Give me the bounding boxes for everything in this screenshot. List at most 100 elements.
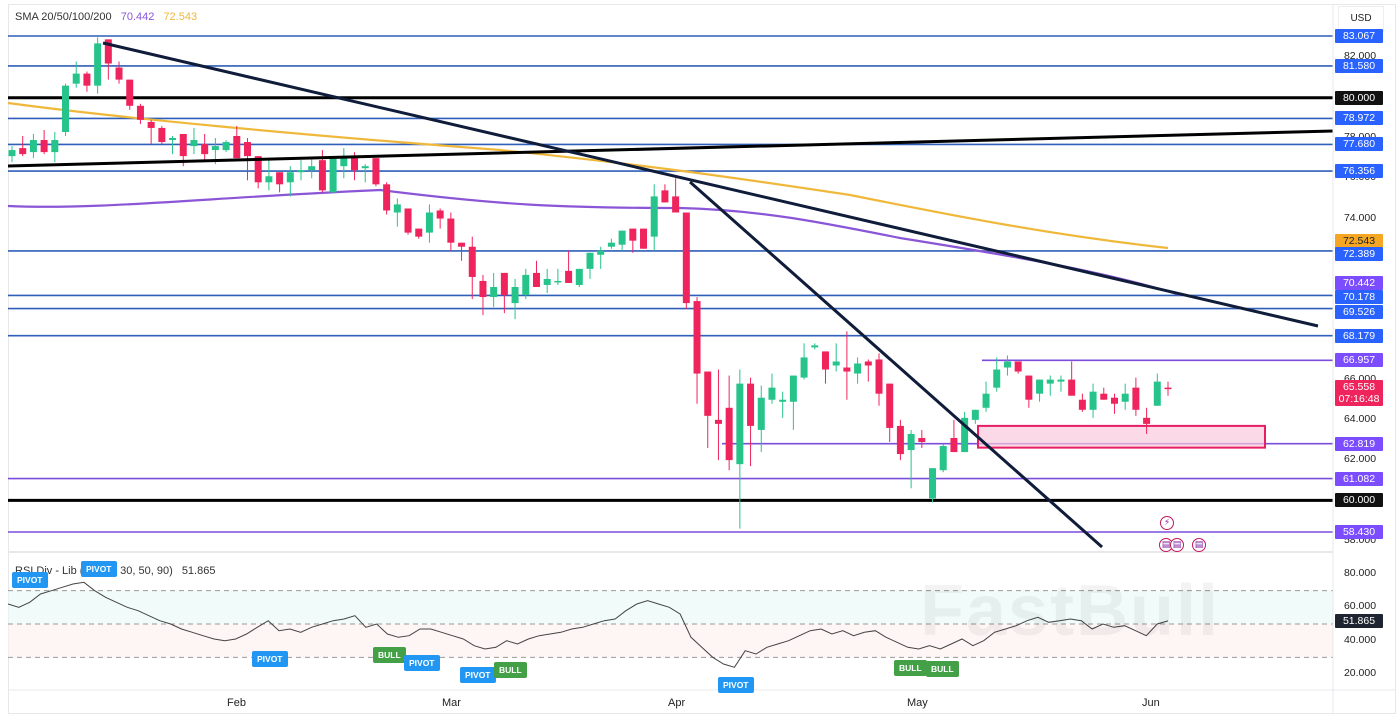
candle	[415, 228, 423, 237]
support-zone-rect[interactable]	[977, 424, 1266, 449]
candle	[490, 286, 498, 298]
rising-trendline[interactable]	[7, 129, 1334, 168]
candle	[254, 156, 262, 183]
economic-event-icon[interactable]: ▤	[1159, 538, 1173, 552]
sma100-value: 70.442	[120, 11, 155, 23]
candle	[1100, 393, 1108, 400]
indicator-legend[interactable]: SMA 20/50/100/200 70.442 72.543	[15, 11, 203, 23]
time-label: Apr	[668, 697, 686, 709]
candle	[201, 144, 209, 155]
candle	[607, 242, 615, 247]
event-flash-icon[interactable]: ⚡	[1160, 516, 1174, 530]
price-tag: 72.543	[1335, 234, 1383, 248]
candle	[832, 361, 840, 366]
bull-marker[interactable]: BULL	[926, 661, 959, 677]
candle	[554, 280, 562, 283]
bull-marker[interactable]: BULL	[373, 647, 406, 663]
candle	[1025, 375, 1033, 400]
candle	[297, 170, 305, 173]
trendlines	[7, 41, 1334, 549]
candle	[950, 437, 958, 453]
candle	[1003, 361, 1011, 368]
candle	[62, 85, 70, 132]
moving-averages	[7, 101, 1181, 297]
rsi-pane	[7, 581, 1333, 668]
price-tag: 69.526	[1335, 305, 1383, 319]
candle	[618, 230, 626, 245]
price-tick: 64.000	[1343, 412, 1377, 425]
bull-marker[interactable]: BULL	[894, 660, 927, 676]
candle	[650, 196, 658, 237]
candle	[532, 272, 540, 287]
candle	[1164, 387, 1172, 390]
candle	[115, 67, 123, 80]
pivot-marker[interactable]: PIVOT	[12, 572, 48, 588]
candle	[479, 280, 487, 298]
candle	[329, 158, 337, 193]
horizontal-levels	[8, 35, 1333, 533]
candle	[211, 146, 219, 151]
pivot-marker[interactable]: PIVOT	[252, 651, 288, 667]
economic-event-icon[interactable]: ▤	[1192, 538, 1206, 552]
candle	[522, 274, 530, 296]
candle	[340, 158, 348, 167]
candle	[29, 140, 37, 153]
candle	[565, 270, 573, 283]
bull-marker[interactable]: BULL	[494, 662, 527, 678]
candle	[725, 407, 733, 461]
candle	[104, 39, 112, 64]
candle	[597, 250, 605, 255]
candle	[276, 172, 284, 185]
price-tag: 83.067	[1335, 29, 1383, 43]
candle	[886, 383, 894, 428]
candle	[286, 172, 294, 183]
sma100-line[interactable]	[7, 188, 1181, 297]
candle	[318, 160, 326, 191]
rsi-tick: 40.000	[1343, 633, 1377, 646]
rsi-tick: 80.000	[1343, 567, 1377, 579]
candle	[190, 140, 198, 147]
economic-event-icon[interactable]: ▤	[1170, 538, 1184, 552]
candle	[1014, 361, 1022, 372]
candle	[126, 79, 134, 106]
rsi-value: 51.865	[181, 565, 216, 577]
candle	[575, 268, 583, 285]
support-zone	[977, 424, 1266, 449]
pivot-marker[interactable]: PIVOT	[81, 561, 117, 577]
rsi-line[interactable]	[7, 581, 1169, 668]
candle	[682, 212, 690, 304]
falling-trendline-steep[interactable]	[689, 180, 1103, 549]
pivot-marker[interactable]: PIVOT	[718, 677, 754, 693]
candle	[40, 140, 48, 153]
falling-trendline-long[interactable]	[102, 41, 1319, 328]
price-tick: 74.000	[1343, 211, 1377, 224]
pivot-marker[interactable]: PIVOT	[460, 667, 496, 683]
candle	[51, 140, 59, 153]
candle	[447, 218, 455, 243]
candle	[1078, 399, 1086, 410]
price-tag: 61.082	[1335, 471, 1383, 486]
price-tag: 68.179	[1335, 328, 1383, 343]
candle	[1046, 379, 1054, 384]
sma200-line[interactable]	[7, 101, 1169, 250]
candle	[425, 212, 433, 233]
candle	[351, 156, 359, 171]
pivot-marker[interactable]: PIVOT	[404, 655, 440, 671]
candle	[372, 158, 380, 185]
candle	[393, 204, 401, 213]
price-tag: 80.000	[1335, 90, 1383, 105]
candle	[468, 246, 476, 277]
candle	[918, 437, 926, 443]
watermark: FastBull	[920, 570, 1220, 652]
price-tick: 62.000	[1343, 453, 1377, 466]
rsi-value-tag: 51.865	[1335, 613, 1383, 628]
price-tag: 60.000	[1335, 493, 1383, 508]
candle	[1143, 417, 1151, 424]
candle	[1068, 379, 1076, 396]
rsi-tick: 60.000	[1343, 600, 1377, 613]
candle	[222, 142, 230, 151]
candle	[747, 383, 755, 426]
candle	[789, 375, 797, 402]
candle	[147, 121, 155, 128]
